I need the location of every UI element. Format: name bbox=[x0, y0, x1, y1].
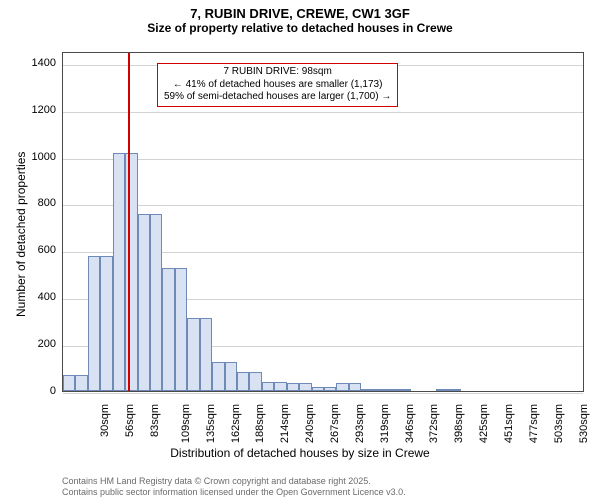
histogram-bar bbox=[212, 362, 224, 391]
x-tick-label: 135sqm bbox=[205, 404, 217, 443]
y-tick-label: 400 bbox=[0, 291, 56, 303]
x-tick-label: 451sqm bbox=[503, 404, 515, 443]
histogram-bar bbox=[88, 256, 100, 391]
property-marker-line bbox=[128, 53, 130, 391]
x-tick-label: 319sqm bbox=[379, 404, 391, 443]
y-tick-label: 0 bbox=[0, 385, 56, 397]
x-tick-label: 346sqm bbox=[404, 404, 416, 443]
y-tick-label: 1000 bbox=[0, 151, 56, 163]
y-tick-label: 200 bbox=[0, 338, 56, 350]
histogram-bar bbox=[150, 214, 162, 391]
histogram-bar bbox=[399, 389, 411, 391]
histogram-bar bbox=[361, 389, 373, 391]
histogram-bar bbox=[336, 383, 348, 391]
x-tick-label: 214sqm bbox=[279, 404, 291, 443]
chart-title-block: 7, RUBIN DRIVE, CREWE, CW1 3GF Size of p… bbox=[0, 0, 600, 35]
chart-title-main: 7, RUBIN DRIVE, CREWE, CW1 3GF bbox=[0, 6, 600, 21]
chart-title-sub: Size of property relative to detached ho… bbox=[0, 21, 600, 35]
histogram-bar bbox=[436, 389, 448, 391]
annotation-box: 7 RUBIN DRIVE: 98sqm ← 41% of detached h… bbox=[157, 63, 398, 107]
histogram-bar bbox=[374, 389, 386, 391]
gridline bbox=[63, 159, 583, 160]
x-tick-label: 188sqm bbox=[254, 404, 266, 443]
histogram-bar bbox=[299, 383, 311, 391]
histogram-bar bbox=[138, 214, 150, 391]
footer-line1: Contains HM Land Registry data © Crown c… bbox=[62, 476, 406, 487]
histogram-bar bbox=[448, 389, 460, 391]
histogram-bar bbox=[187, 318, 199, 391]
x-tick-label: 240sqm bbox=[304, 404, 316, 443]
histogram-bar bbox=[113, 153, 125, 391]
x-axis-label: Distribution of detached houses by size … bbox=[0, 446, 600, 460]
x-tick-label: 30sqm bbox=[99, 404, 111, 437]
gridline bbox=[63, 112, 583, 113]
gridline bbox=[63, 393, 583, 394]
histogram-bar bbox=[312, 387, 324, 391]
histogram-bar bbox=[249, 372, 261, 391]
plot-area: 7 RUBIN DRIVE: 98sqm ← 41% of detached h… bbox=[62, 52, 584, 392]
histogram-bar bbox=[175, 268, 187, 391]
x-tick-label: 425sqm bbox=[478, 404, 490, 443]
x-tick-label: 293sqm bbox=[354, 404, 366, 443]
histogram-bar bbox=[237, 372, 249, 391]
histogram-bar bbox=[225, 362, 237, 391]
footer-attribution: Contains HM Land Registry data © Crown c… bbox=[62, 476, 406, 499]
histogram-chart: 7, RUBIN DRIVE, CREWE, CW1 3GF Size of p… bbox=[0, 0, 600, 500]
histogram-bar bbox=[274, 382, 286, 391]
footer-line2: Contains public sector information licen… bbox=[62, 487, 406, 498]
histogram-bar bbox=[162, 268, 174, 391]
x-tick-label: 398sqm bbox=[453, 404, 465, 443]
x-tick-label: 56sqm bbox=[124, 404, 136, 437]
histogram-bar bbox=[287, 383, 299, 391]
x-tick-label: 530sqm bbox=[578, 404, 590, 443]
histogram-bar bbox=[324, 387, 336, 391]
histogram-bar bbox=[262, 382, 274, 391]
y-tick-label: 1400 bbox=[0, 57, 56, 69]
annotation-line3: 59% of semi-detached houses are larger (… bbox=[164, 91, 391, 104]
x-tick-label: 503sqm bbox=[553, 404, 565, 443]
arrow-left-icon: ← bbox=[173, 79, 183, 90]
y-tick-label: 800 bbox=[0, 197, 56, 209]
histogram-bar bbox=[63, 375, 75, 391]
x-tick-label: 477sqm bbox=[528, 404, 540, 443]
x-tick-label: 267sqm bbox=[329, 404, 341, 443]
arrow-right-icon: → bbox=[381, 91, 391, 102]
histogram-bar bbox=[75, 375, 87, 391]
y-tick-label: 600 bbox=[0, 244, 56, 256]
annotation-line1: 7 RUBIN DRIVE: 98sqm bbox=[164, 66, 391, 79]
histogram-bar bbox=[100, 256, 112, 391]
histogram-bar bbox=[386, 389, 398, 391]
x-tick-label: 372sqm bbox=[428, 404, 440, 443]
y-tick-label: 1200 bbox=[0, 104, 56, 116]
x-tick-label: 109sqm bbox=[180, 404, 192, 443]
histogram-bar bbox=[200, 318, 212, 391]
gridline bbox=[63, 205, 583, 206]
x-tick-label: 162sqm bbox=[230, 404, 242, 443]
histogram-bar bbox=[349, 383, 361, 391]
annotation-line2: ← 41% of detached houses are smaller (1,… bbox=[164, 79, 391, 92]
x-tick-label: 83sqm bbox=[149, 404, 161, 437]
